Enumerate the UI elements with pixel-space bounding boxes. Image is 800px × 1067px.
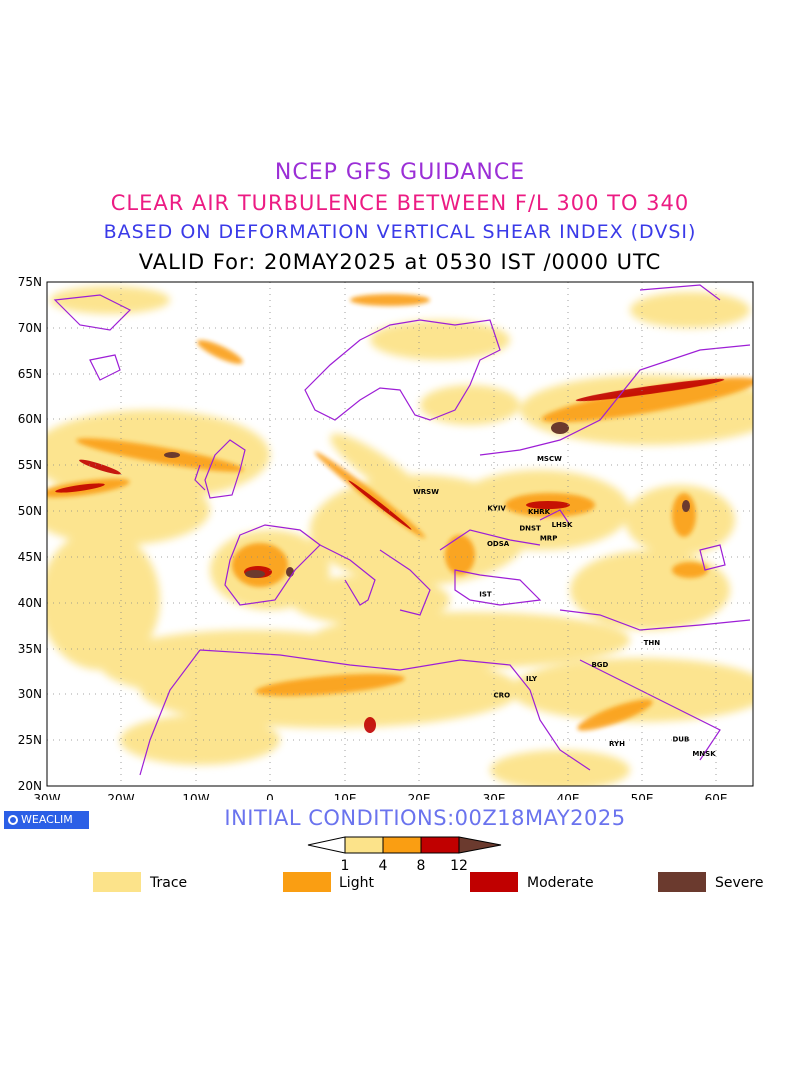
latitude-labels: 75N 70N 65N 60N 55N 50N 45N 40N 35N 30N … bbox=[18, 275, 42, 793]
legend-swatch-light bbox=[283, 872, 331, 892]
city-label-ryh: RYH bbox=[609, 740, 625, 748]
logo-text: WEACLIM bbox=[21, 813, 73, 826]
initial-conditions: INITIAL CONDITIONS:00Z18MAY2025 bbox=[224, 806, 626, 830]
lat-label-70n: 70N bbox=[18, 321, 42, 335]
lon-label-20w: 20W bbox=[107, 792, 134, 800]
city-label-mscw: MSCW bbox=[537, 455, 562, 463]
city-label-ist: IST bbox=[479, 591, 492, 599]
lon-label-60e: 60E bbox=[705, 792, 728, 800]
city-label-cro: CRO bbox=[494, 691, 511, 699]
legend-label-light: Light bbox=[339, 875, 374, 891]
scale-above-arrow bbox=[458, 836, 502, 854]
city-label-ily: ILY bbox=[526, 675, 538, 683]
lat-label-25n: 25N bbox=[18, 733, 42, 747]
city-label-wrsw: WRSW bbox=[413, 488, 439, 496]
city-label-khrk: KHRK bbox=[528, 508, 551, 516]
lon-label-30e: 30E bbox=[483, 792, 506, 800]
lat-label-65n: 65N bbox=[18, 367, 42, 381]
legend-swatch-trace bbox=[93, 872, 141, 892]
color-scale-bar: 1 4 8 12 bbox=[307, 836, 502, 874]
lon-label-10w: 10W bbox=[182, 792, 209, 800]
city-label-mnsk: MNSK bbox=[692, 750, 716, 758]
lat-label-40n: 40N bbox=[18, 596, 42, 610]
legend-label-severe: Severe bbox=[715, 875, 764, 891]
lat-label-20n: 20N bbox=[18, 779, 42, 793]
lon-label-50e: 50E bbox=[631, 792, 654, 800]
chart-title: NCEP GFS GUIDANCE bbox=[274, 160, 526, 185]
city-label-odsa: ODSA bbox=[487, 540, 510, 548]
lat-label-50n: 50N bbox=[18, 504, 42, 518]
logo-ring-icon bbox=[8, 815, 18, 825]
lat-label-75n: 75N bbox=[18, 275, 42, 289]
scale-tick-4: 4 bbox=[379, 858, 388, 874]
scale-tick-8: 8 bbox=[417, 858, 426, 874]
index-description: BASED ON DEFORMATION VERTICAL SHEAR INDE… bbox=[103, 221, 697, 243]
lon-label-20e: 20E bbox=[408, 792, 431, 800]
city-label-kyiv: KYIV bbox=[487, 504, 506, 512]
lat-label-45n: 45N bbox=[18, 550, 42, 564]
valid-time: VALID For: 20MAY2025 at 0530 IST /0000 U… bbox=[138, 250, 662, 274]
lat-label-30n: 30N bbox=[18, 687, 42, 701]
city-label-bgd: BGD bbox=[591, 661, 608, 669]
scale-below-arrow bbox=[307, 836, 346, 854]
graticule bbox=[47, 282, 753, 786]
lon-label-0: 0 bbox=[266, 792, 274, 800]
scale-tick-12: 12 bbox=[450, 858, 468, 874]
city-label-thn: THN bbox=[644, 639, 661, 647]
trace-areas bbox=[47, 286, 753, 786]
lon-label-40e: 40E bbox=[557, 792, 580, 800]
legend-label-trace: Trace bbox=[150, 875, 188, 891]
longitude-labels: 30W 20W 10W 0 10E 20E 30E 40E 50E 60E bbox=[33, 792, 727, 800]
moderate-areas bbox=[55, 378, 725, 733]
map-frame bbox=[46, 281, 754, 787]
city-label-dub: DUB bbox=[672, 735, 689, 743]
city-label-dnst: DNST bbox=[519, 525, 541, 533]
lat-label-55n: 55N bbox=[18, 458, 42, 472]
chart-subtitle: CLEAR AIR TURBULENCE BETWEEN F/L 300 TO … bbox=[110, 191, 690, 215]
coastlines bbox=[53, 284, 751, 776]
lat-label-35n: 35N bbox=[18, 642, 42, 656]
scale-swatch-light bbox=[382, 836, 422, 854]
scale-swatch-trace bbox=[344, 836, 384, 854]
lon-label-10e: 10E bbox=[334, 792, 357, 800]
city-label-mrp: MRP bbox=[540, 535, 558, 543]
legend-label-moderate: Moderate bbox=[527, 875, 594, 891]
lon-label-30w: 30W bbox=[33, 792, 60, 800]
legend-swatch-moderate bbox=[470, 872, 518, 892]
scale-tick-1: 1 bbox=[341, 858, 350, 874]
scale-swatch-moderate bbox=[420, 836, 460, 854]
city-label-lhsk: LHSK bbox=[552, 521, 573, 529]
lat-label-60n: 60N bbox=[18, 412, 42, 426]
weaclim-logo: WEACLIM bbox=[4, 811, 89, 829]
legend-swatch-severe bbox=[658, 872, 706, 892]
